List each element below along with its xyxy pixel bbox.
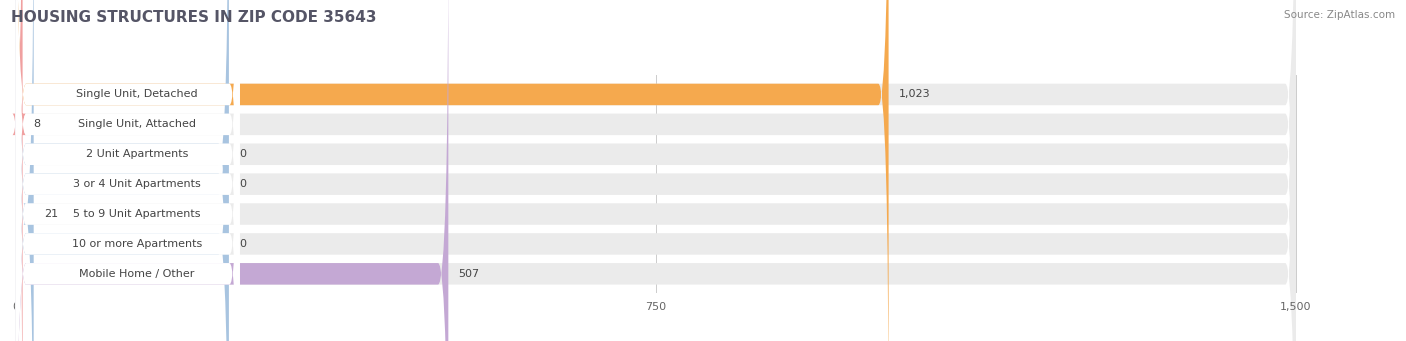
- Text: 3 or 4 Unit Apartments: 3 or 4 Unit Apartments: [73, 179, 201, 189]
- FancyBboxPatch shape: [15, 0, 240, 341]
- FancyBboxPatch shape: [15, 0, 34, 341]
- FancyBboxPatch shape: [15, 0, 1295, 341]
- FancyBboxPatch shape: [15, 0, 1295, 341]
- FancyBboxPatch shape: [15, 0, 229, 341]
- FancyBboxPatch shape: [15, 0, 1295, 341]
- Text: 8: 8: [32, 119, 39, 129]
- FancyBboxPatch shape: [15, 0, 240, 341]
- FancyBboxPatch shape: [15, 0, 240, 341]
- FancyBboxPatch shape: [15, 0, 449, 341]
- Text: 2 Unit Apartments: 2 Unit Apartments: [86, 149, 188, 159]
- Text: 0: 0: [239, 239, 246, 249]
- FancyBboxPatch shape: [15, 0, 1295, 341]
- FancyBboxPatch shape: [15, 0, 240, 341]
- Text: 10 or more Apartments: 10 or more Apartments: [72, 239, 202, 249]
- FancyBboxPatch shape: [15, 0, 1295, 341]
- Text: 0: 0: [239, 149, 246, 159]
- FancyBboxPatch shape: [15, 0, 240, 341]
- Text: 0: 0: [239, 179, 246, 189]
- Text: 507: 507: [458, 269, 479, 279]
- FancyBboxPatch shape: [13, 0, 25, 341]
- Text: Mobile Home / Other: Mobile Home / Other: [79, 269, 194, 279]
- Text: 5 to 9 Unit Apartments: 5 to 9 Unit Apartments: [73, 209, 201, 219]
- FancyBboxPatch shape: [15, 0, 1295, 341]
- Text: 21: 21: [44, 209, 58, 219]
- FancyBboxPatch shape: [15, 0, 229, 341]
- Text: Single Unit, Attached: Single Unit, Attached: [77, 119, 195, 129]
- FancyBboxPatch shape: [15, 0, 889, 341]
- Text: Source: ZipAtlas.com: Source: ZipAtlas.com: [1284, 10, 1395, 20]
- FancyBboxPatch shape: [15, 0, 240, 341]
- FancyBboxPatch shape: [15, 0, 240, 341]
- FancyBboxPatch shape: [15, 0, 1295, 341]
- Text: Single Unit, Detached: Single Unit, Detached: [76, 89, 197, 100]
- Text: HOUSING STRUCTURES IN ZIP CODE 35643: HOUSING STRUCTURES IN ZIP CODE 35643: [11, 10, 377, 25]
- FancyBboxPatch shape: [15, 0, 229, 341]
- Text: 1,023: 1,023: [898, 89, 931, 100]
